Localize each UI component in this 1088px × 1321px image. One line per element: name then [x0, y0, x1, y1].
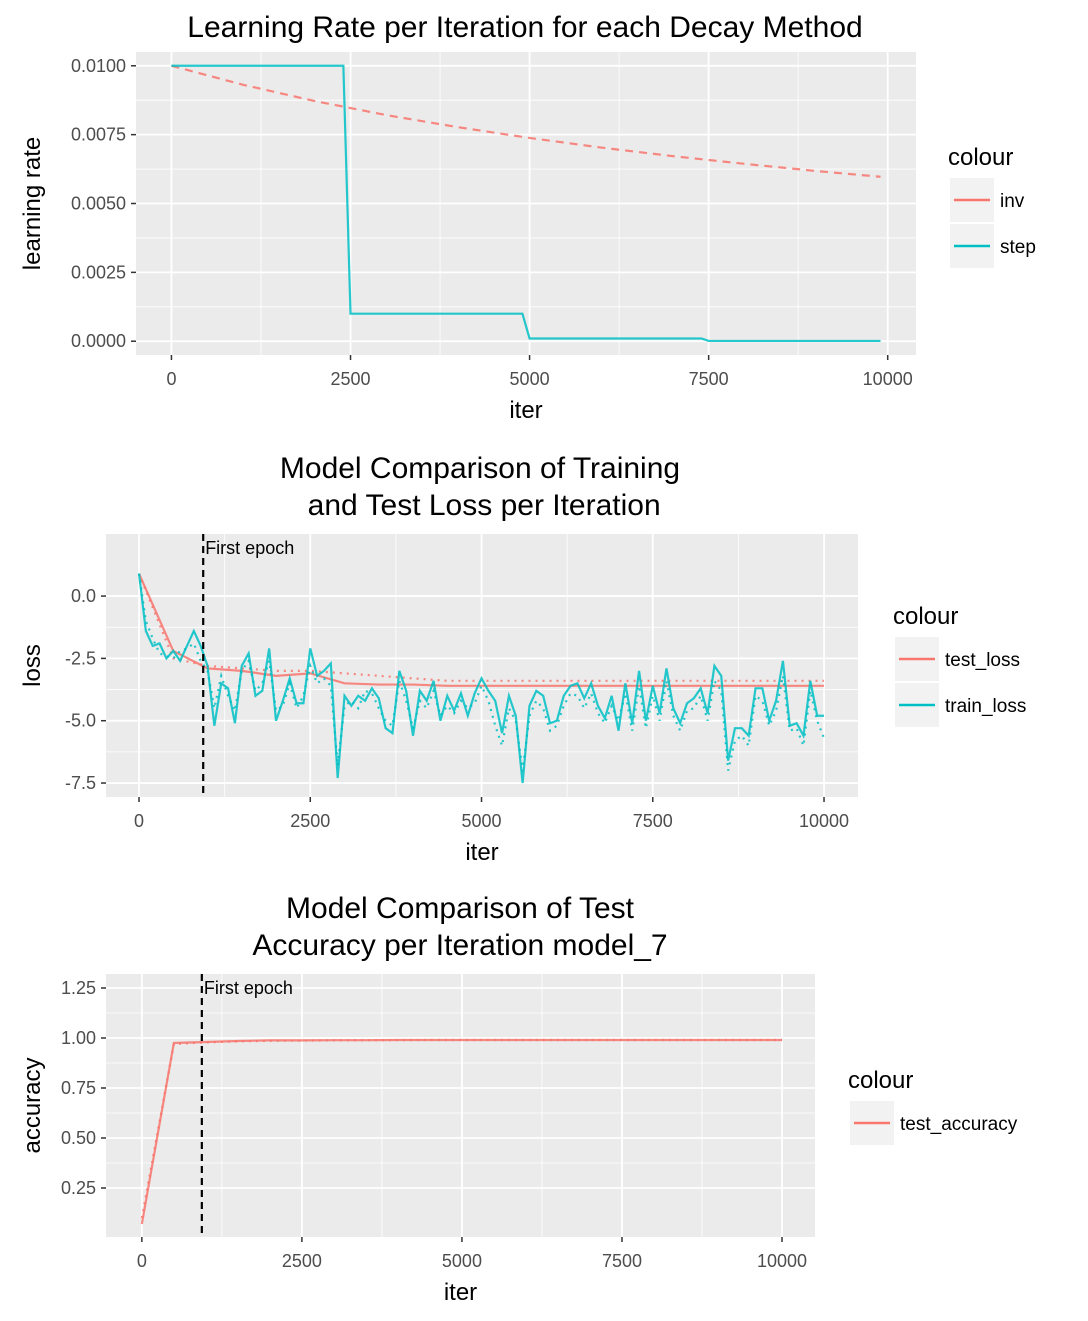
x-tick-label: 10000 — [757, 1251, 807, 1271]
x-tick-label: 2500 — [330, 369, 370, 389]
chart: 0 2500 5000 7500 10000 0.0000 0.0025 0.0050 0.00… — [19, 11, 1036, 424]
x-axis-title: iter — [444, 1279, 477, 1306]
x-tick-label: 0 — [137, 1251, 147, 1271]
x-tick-label: 5000 — [510, 369, 550, 389]
y-tick-label: -2.5 — [65, 648, 96, 668]
y-axis-title: loss — [19, 644, 46, 687]
series-line — [171, 64, 881, 178]
annotation: First epoch — [205, 538, 294, 558]
y-tick-label: 0.0100 — [71, 56, 126, 76]
y-tick-label: 0.0 — [71, 586, 96, 606]
series-group — [137, 573, 826, 784]
y-tick-label: 0.75 — [61, 1078, 96, 1098]
x-tick-label: 7500 — [689, 369, 729, 389]
chart: 0 2500 5000 7500 10000 -7.5 -5.0 -2.5 0.0 First e… — [19, 452, 1026, 866]
x-tick-label: 10000 — [799, 811, 849, 831]
chart-title: Accuracy per Iteration model_7 — [252, 929, 667, 962]
legend-label: test_loss — [945, 650, 1020, 671]
series-group — [140, 1038, 783, 1225]
x-axis-title: iter — [509, 397, 542, 424]
panel-background — [106, 974, 815, 1237]
x-tick-label: 0 — [134, 811, 144, 831]
y-tick-label: 0.25 — [61, 1178, 96, 1198]
legend-label: inv — [1000, 191, 1025, 212]
y-tick-label: -5.0 — [65, 711, 96, 731]
x-axis-title: iter — [465, 839, 498, 866]
y-tick-label: 1.00 — [61, 1028, 96, 1048]
x-tick-label: 2500 — [282, 1251, 322, 1271]
chart-title: Model Comparison of Test — [286, 892, 635, 925]
annotation: First epoch — [204, 978, 293, 998]
series-group — [171, 64, 881, 343]
chart-title: Learning Rate per Iteration for each Dec… — [187, 11, 862, 44]
series-line — [171, 64, 881, 343]
series-line — [137, 573, 826, 771]
chart-title: and Test Loss per Iteration — [299, 489, 660, 522]
y-axis-title: accuracy — [19, 1057, 46, 1153]
series-line — [140, 1038, 783, 1225]
legend-label: test_accuracy — [900, 1114, 1018, 1135]
x-tick-label: 5000 — [442, 1251, 482, 1271]
y-tick-label: 0.50 — [61, 1128, 96, 1148]
legend-title: colour — [848, 1067, 913, 1094]
x-tick-label: 7500 — [602, 1251, 642, 1271]
legend-title: colour — [948, 144, 1013, 171]
y-tick-label: 1.25 — [61, 978, 96, 998]
y-axis-title: learning rate — [19, 137, 46, 270]
y-tick-label: 0.0025 — [71, 262, 126, 282]
chart-title: Model Comparison of Training — [280, 452, 680, 485]
x-tick-label: 7500 — [633, 811, 673, 831]
legend-title: colour — [893, 603, 958, 630]
y-tick-label: 0.0050 — [71, 194, 126, 214]
x-tick-label: 5000 — [461, 811, 501, 831]
y-tick-label: 0.0075 — [71, 125, 126, 145]
chart: 0 2500 5000 7500 10000 0.25 0.50 0.75 1.00 1.25 Fi… — [19, 892, 1018, 1306]
legend-label: step — [1000, 237, 1036, 258]
y-tick-label: 0.0000 — [71, 331, 126, 351]
y-tick-label: -7.5 — [65, 773, 96, 793]
x-tick-label: 2500 — [290, 811, 330, 831]
series-line — [138, 573, 825, 687]
x-tick-label: 10000 — [863, 369, 913, 389]
x-tick-label: 0 — [166, 369, 176, 389]
legend-label: train_loss — [945, 696, 1026, 717]
